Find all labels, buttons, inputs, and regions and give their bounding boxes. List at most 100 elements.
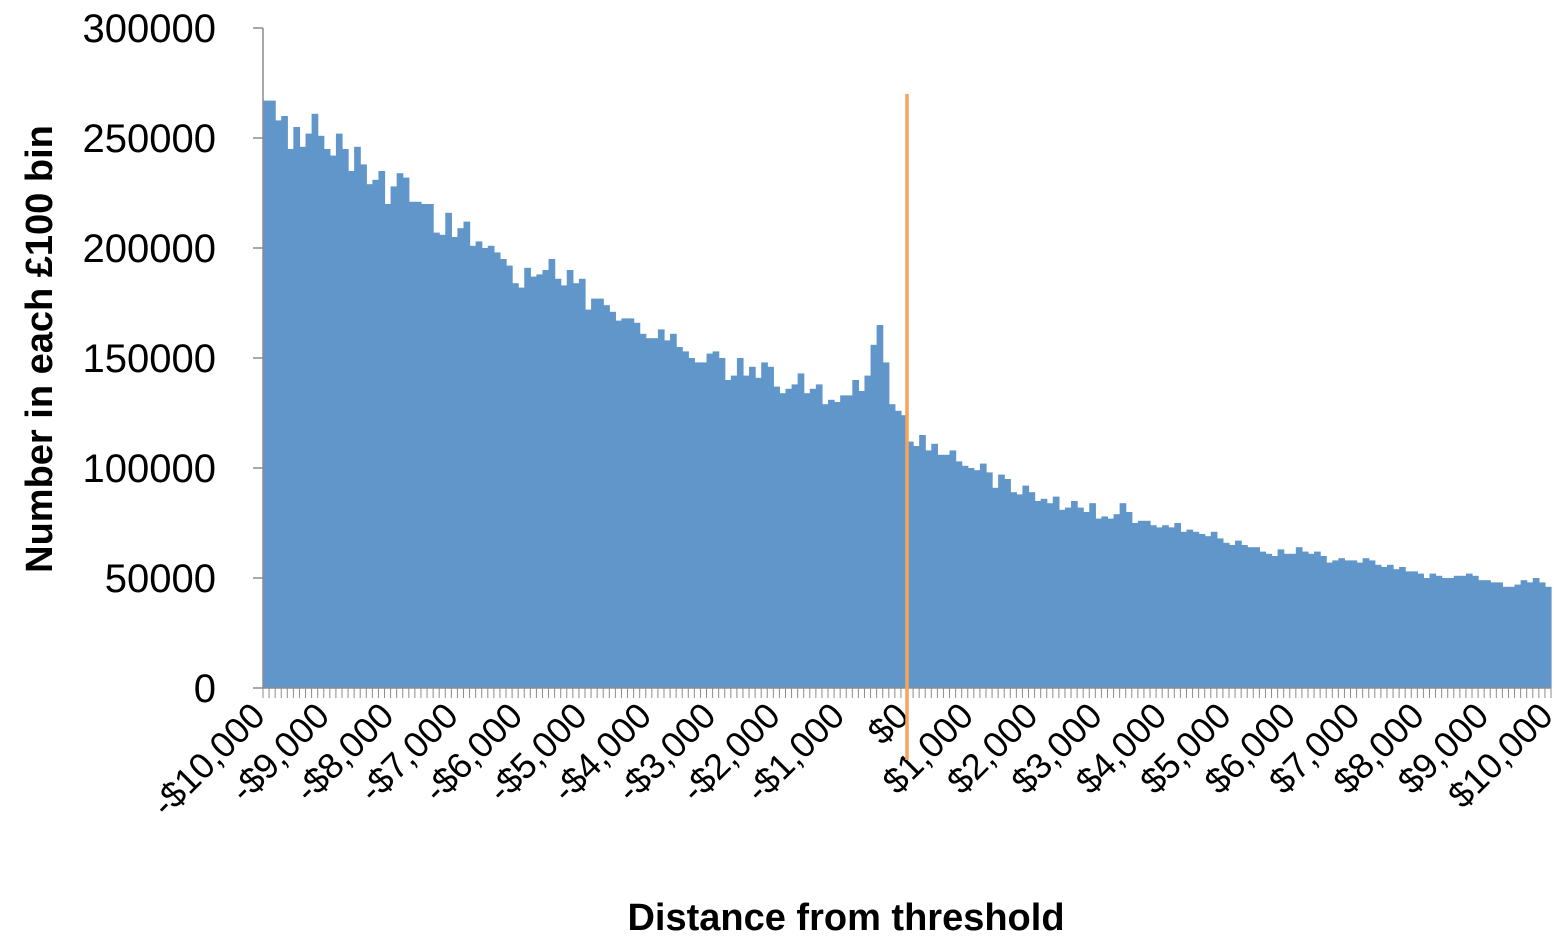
bar xyxy=(1538,582,1546,688)
bar xyxy=(864,375,872,688)
y-axis-title: Number in each £100 bin xyxy=(19,125,61,573)
bar xyxy=(670,333,677,688)
bar xyxy=(439,234,446,689)
bar xyxy=(1417,573,1425,688)
bar xyxy=(1253,547,1260,688)
bar xyxy=(281,116,288,688)
bar xyxy=(1508,586,1516,688)
bar xyxy=(1393,569,1400,688)
bar xyxy=(530,276,537,688)
bar xyxy=(1107,518,1115,688)
bar xyxy=(506,265,513,688)
bar xyxy=(1131,523,1139,688)
bar xyxy=(1514,584,1522,688)
bar xyxy=(1411,571,1418,688)
bar xyxy=(1271,556,1279,688)
bar xyxy=(700,362,708,688)
y-tick-label: 100000 xyxy=(83,447,216,491)
bar xyxy=(615,320,623,688)
bar xyxy=(736,358,744,688)
bar xyxy=(542,270,550,688)
bar xyxy=(1386,564,1394,688)
bar xyxy=(1295,547,1303,688)
bar xyxy=(943,454,951,688)
bar xyxy=(815,384,823,688)
bar xyxy=(1064,507,1072,688)
bar xyxy=(572,283,580,688)
bar xyxy=(420,204,428,688)
bar xyxy=(1520,580,1528,688)
bar xyxy=(1077,507,1084,688)
bar xyxy=(1465,573,1473,688)
bar xyxy=(694,362,702,688)
bar xyxy=(414,201,422,689)
bar xyxy=(1441,578,1449,688)
bar xyxy=(919,435,926,688)
bar xyxy=(712,351,720,688)
bar xyxy=(1544,586,1552,688)
y-tick-label: 50000 xyxy=(105,557,216,601)
bar xyxy=(858,391,866,688)
bar xyxy=(1423,578,1431,688)
bar xyxy=(499,259,507,688)
bar xyxy=(1435,575,1443,688)
bar xyxy=(1150,525,1157,688)
bar xyxy=(512,283,519,688)
bar xyxy=(1344,560,1352,688)
bar xyxy=(1362,558,1370,688)
bar xyxy=(1040,498,1048,688)
bar xyxy=(1101,516,1109,688)
bar xyxy=(1004,479,1011,688)
bar xyxy=(1356,562,1364,688)
bar xyxy=(396,173,404,688)
bar xyxy=(1083,512,1090,688)
bar xyxy=(1071,501,1078,688)
bar xyxy=(305,133,313,689)
bar xyxy=(1222,542,1230,688)
bar xyxy=(1046,503,1054,688)
bar xyxy=(1532,578,1540,688)
bar xyxy=(876,325,884,688)
bar xyxy=(554,278,562,688)
bar xyxy=(1259,551,1267,688)
bar xyxy=(378,171,386,688)
bar xyxy=(1368,560,1376,688)
bar xyxy=(1216,538,1224,688)
bar xyxy=(372,179,380,689)
bar xyxy=(1113,514,1121,688)
bar xyxy=(761,362,768,688)
bar xyxy=(961,465,969,688)
bar xyxy=(548,259,556,688)
bar xyxy=(585,309,592,688)
bar xyxy=(633,322,641,688)
bar xyxy=(688,358,695,688)
bar xyxy=(348,171,355,688)
bar xyxy=(651,338,659,688)
bar xyxy=(481,248,489,688)
bar xyxy=(269,100,276,689)
bar xyxy=(779,393,787,688)
bar xyxy=(1301,551,1309,688)
bar xyxy=(828,399,835,688)
bar xyxy=(433,232,440,688)
bar xyxy=(676,347,683,688)
y-tick-label: 300000 xyxy=(83,7,216,51)
bar xyxy=(1022,485,1030,688)
bar xyxy=(1058,509,1066,688)
bar xyxy=(1247,547,1254,688)
bar xyxy=(1526,582,1534,688)
bar xyxy=(1119,503,1127,688)
bar xyxy=(925,450,932,688)
bar xyxy=(821,404,829,688)
bar xyxy=(609,311,616,688)
bar xyxy=(992,487,999,688)
bar xyxy=(1180,531,1188,688)
bar xyxy=(1174,523,1181,688)
bar xyxy=(566,270,574,688)
bar xyxy=(335,133,343,689)
bar xyxy=(706,353,714,688)
bar xyxy=(1265,553,1273,688)
y-tick-label: 200000 xyxy=(83,227,216,271)
bar xyxy=(621,318,629,688)
